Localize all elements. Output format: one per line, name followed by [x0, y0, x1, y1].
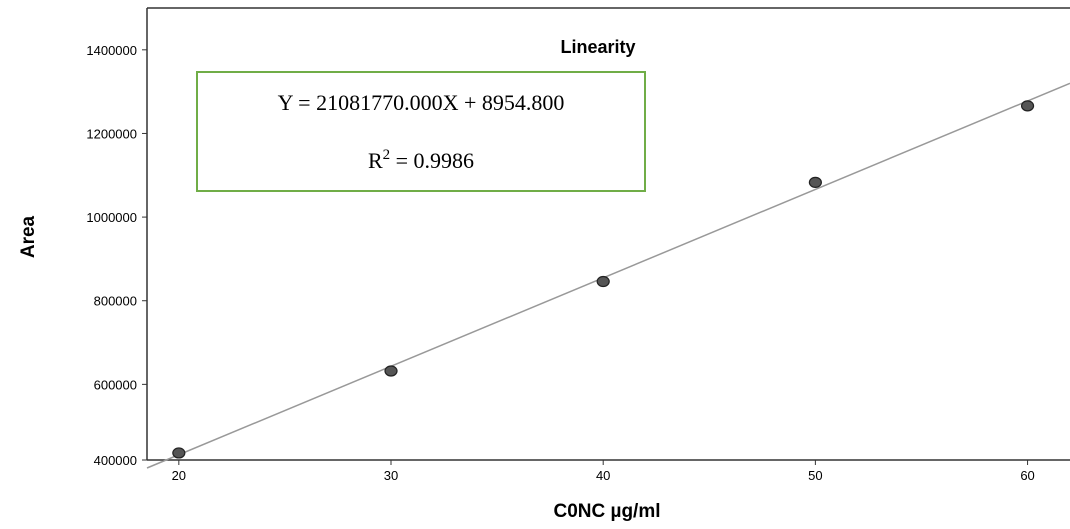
x-tick-label: 30 [384, 468, 398, 483]
y-tick-label: 1000000 [86, 210, 137, 225]
data-point [172, 447, 186, 459]
equation-box-border [196, 71, 646, 192]
x-tick-label: 60 [1020, 468, 1034, 483]
data-point [1020, 100, 1035, 112]
data-point [596, 275, 610, 288]
regression-line [146, 82, 1070, 469]
r-squared-number: = 0.9986 [390, 148, 474, 173]
data-points [172, 100, 1035, 459]
equation-box: Y = 21081770.000X + 8954.800 R2 = 0.9986 [196, 71, 646, 192]
x-tick-label: 20 [172, 468, 186, 483]
x-axis: 20 30 40 50 60 [172, 460, 1035, 483]
regression-equation: Y = 21081770.000X + 8954.800 [278, 90, 565, 115]
x-tick-label: 50 [808, 468, 822, 483]
data-point [384, 365, 398, 377]
y-axis: 400000 600000 800000 1000000 1200000 1400000 [86, 43, 147, 468]
y-tick-label: 400000 [94, 453, 137, 468]
fit-line-layer [146, 82, 1070, 469]
y-tick-label: 1200000 [86, 126, 137, 141]
data-point [808, 176, 822, 188]
x-axis-title: C0NC µg/ml [553, 501, 660, 522]
y-axis-title: Area [18, 215, 39, 258]
r-squared-value: R2 = 0.9986 [368, 147, 474, 173]
r-squared-symbol: R [368, 148, 383, 173]
chart-title: Linearity [560, 37, 635, 57]
x-tick-label: 40 [596, 468, 610, 483]
y-tick-label: 800000 [94, 294, 137, 309]
y-tick-label: 600000 [94, 377, 137, 392]
r-squared-superscript: 2 [383, 147, 391, 163]
y-tick-label: 1400000 [86, 43, 137, 58]
